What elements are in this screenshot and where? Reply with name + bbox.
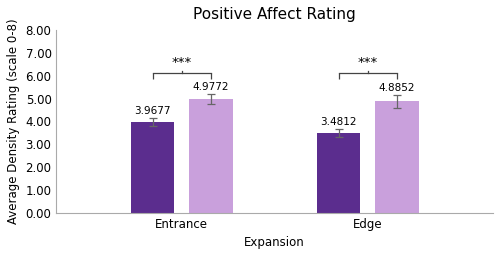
Bar [317, 133, 360, 213]
X-axis label: Expansion: Expansion [244, 236, 305, 249]
Y-axis label: Average Density Rating (scale 0-8): Average Density Rating (scale 0-8) [7, 19, 20, 224]
Text: 4.9772: 4.9772 [192, 82, 229, 92]
Title: Positive Affect Rating: Positive Affect Rating [194, 7, 356, 22]
Text: 4.8852: 4.8852 [378, 83, 415, 93]
Text: 3.9677: 3.9677 [134, 106, 171, 116]
Text: ***: *** [358, 57, 378, 69]
Bar [131, 122, 174, 213]
Text: 3.4812: 3.4812 [320, 117, 357, 127]
Bar [375, 101, 418, 213]
Text: ***: *** [172, 57, 192, 69]
Bar [189, 99, 232, 213]
